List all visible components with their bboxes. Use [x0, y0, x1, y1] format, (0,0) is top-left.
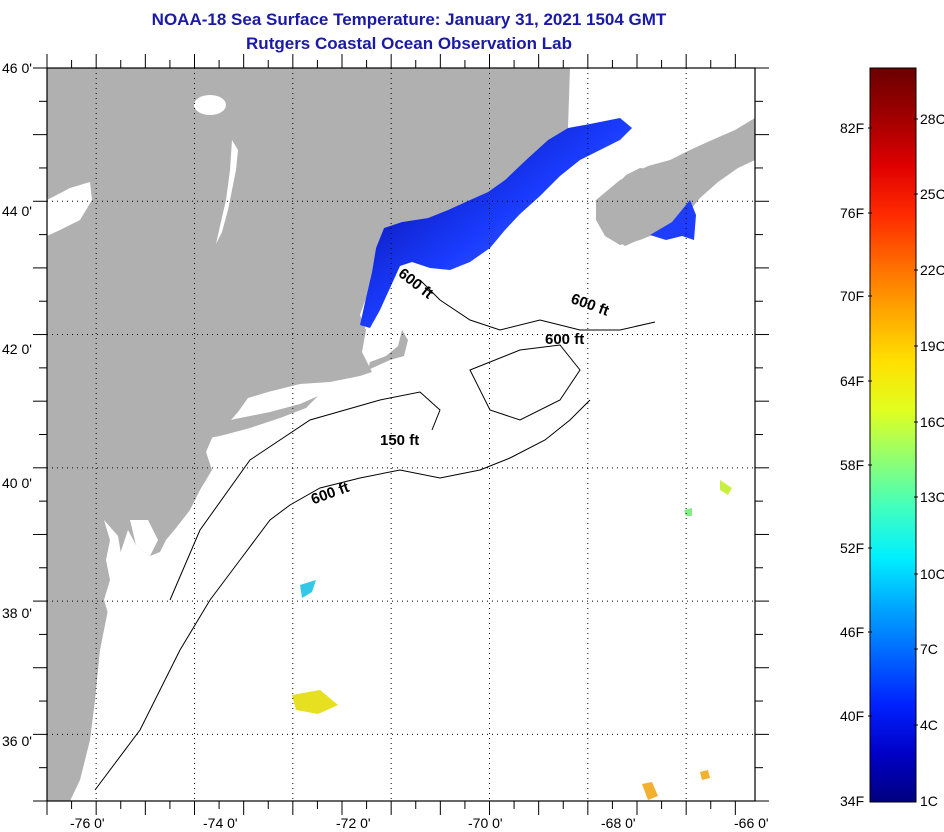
lat-label: 40 0' [2, 475, 32, 491]
colorbar-f-label: 46F [840, 624, 864, 640]
contour-150ft [169, 391, 441, 601]
lake [194, 95, 226, 115]
colorbar-f-label: 70F [840, 288, 864, 304]
colorbar-f-label: 76F [840, 205, 864, 221]
colorbar-c-label: 16C [920, 414, 944, 430]
sst-gulf-of-maine [360, 118, 632, 328]
colorbar-c-label: 10C [920, 566, 944, 582]
lat-label: 44 0' [2, 203, 32, 219]
contour-label: 150 ft [380, 432, 419, 449]
map-area [47, 68, 755, 801]
colorbar-f-label: 82F [840, 120, 864, 136]
lat-label: 38 0' [2, 605, 32, 621]
sst-patch-orange2 [700, 770, 710, 780]
land-cape-cod [368, 330, 408, 370]
lat-label: 36 0' [2, 733, 32, 749]
sst-patch-cyan [300, 580, 316, 598]
colorbar-f-label: 40F [840, 708, 864, 724]
colorbar: 82F 76F 70F 64F 58F 52F 46F 40F 34F 28C … [840, 67, 944, 809]
chesapeake-bay [96, 520, 125, 801]
lon-label: -66 0' [734, 815, 769, 831]
delaware-bay [130, 520, 158, 556]
sst-patch-yellow [292, 690, 338, 714]
colorbar-c-label: 25C [920, 186, 944, 202]
map-title: NOAA-18 Sea Surface Temperature: January… [151, 10, 667, 29]
colorbar-f-label: 34F [840, 793, 864, 809]
bathymetry-contours [94, 279, 656, 791]
land-mainland [47, 68, 755, 801]
lon-label: -68 0' [601, 815, 636, 831]
lon-label: -70 0' [468, 815, 503, 831]
sst-bay-of-fundy-east [650, 200, 696, 240]
colorbar-c-label: 7C [920, 641, 938, 657]
graticule [47, 68, 755, 801]
map-subtitle: Rutgers Coastal Ocean Observation Lab [246, 34, 572, 53]
lake-ontario-edge [47, 182, 92, 236]
contour-label: 600 ft [545, 331, 584, 348]
colorbar-c-label: 28C [920, 111, 944, 127]
colorbar-f-label: 52F [840, 540, 864, 556]
colorbar-c-label: 4C [920, 717, 938, 733]
latitude-labels: 46 0' 44 0' 42 0' 40 0' 38 0' 36 0' [2, 60, 32, 749]
lon-label: -72 0' [336, 815, 371, 831]
lon-label: -76 0' [70, 815, 105, 831]
colorbar-c-label: 19C [920, 338, 944, 354]
sst-patch-orange [642, 782, 658, 800]
land-nova-scotia [596, 118, 755, 245]
colorbar-f-label: 64F [840, 373, 864, 389]
contour-600ft-gom [419, 279, 656, 331]
colorbar-f-label: 58F [840, 457, 864, 473]
longitude-labels: -76 0' -74 0' -72 0' -70 0' -68 0' -66 0… [70, 815, 769, 831]
colorbar-scale [869, 67, 917, 803]
axis-ticks [33, 54, 769, 815]
colorbar-c-label: 1C [920, 793, 938, 809]
contour-600ft-south [94, 399, 591, 791]
colorbar-c-label: 22C [920, 262, 944, 278]
lat-label: 42 0' [2, 341, 32, 357]
land-long-island [190, 396, 318, 440]
lake-champlain [216, 140, 238, 244]
colorbar-c-label: 13C [920, 489, 944, 505]
contour-georges [469, 344, 581, 421]
lat-label: 46 0' [2, 60, 32, 76]
sst-patch-green [720, 480, 732, 495]
lon-label: -74 0' [203, 815, 238, 831]
